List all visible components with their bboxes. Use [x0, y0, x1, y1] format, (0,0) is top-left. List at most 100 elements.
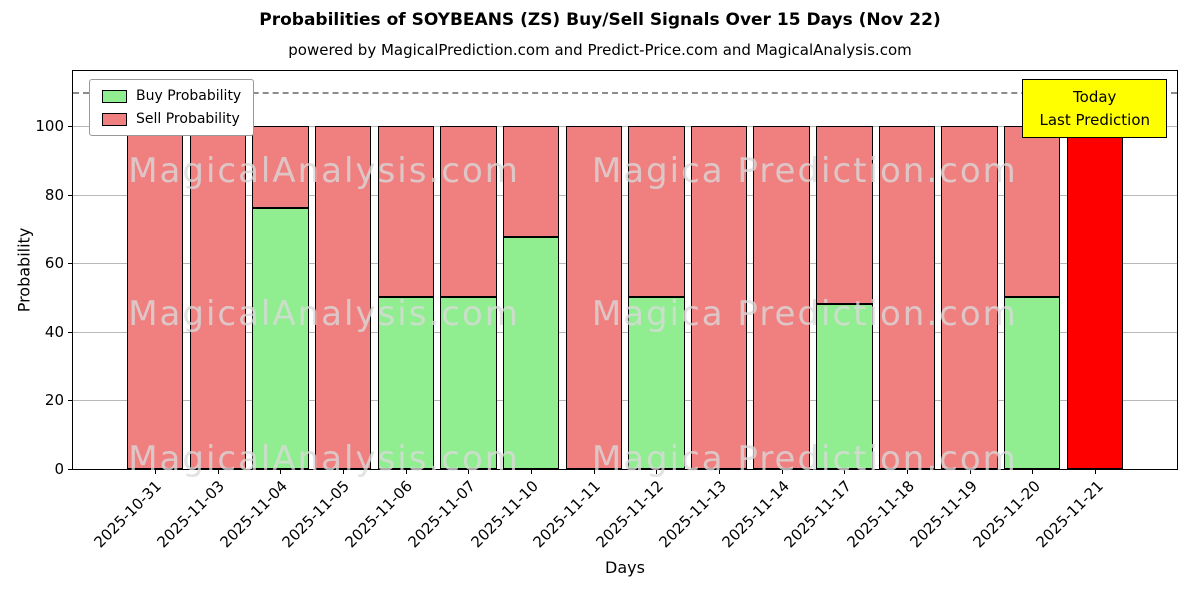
sell-bar-segment — [377, 125, 434, 298]
legend-swatch — [102, 89, 127, 103]
bars-layer — [124, 71, 1126, 469]
x-tick-label: 2025-11-06 — [341, 477, 417, 552]
buy-bar-segment — [816, 304, 873, 469]
bar-slot — [562, 71, 625, 469]
sell-bar-segment — [878, 125, 936, 469]
y-tick-mark — [68, 194, 73, 196]
buy-bar-segment — [502, 237, 560, 469]
bar — [126, 125, 184, 469]
y-tick-mark — [68, 400, 73, 402]
bar — [690, 125, 748, 469]
sell-bar-segment — [502, 125, 560, 238]
x-tick-mark — [280, 469, 282, 474]
gridline — [73, 194, 1177, 196]
x-tick-mark — [1094, 469, 1096, 474]
bar — [941, 125, 998, 469]
bar — [189, 125, 246, 469]
x-tick-label: 2025-11-18 — [843, 477, 919, 552]
bar-slot — [1001, 71, 1064, 469]
chart-title: Probabilities of SOYBEANS (ZS) Buy/Sell … — [259, 10, 941, 30]
today-label-line2: Last Prediction — [1039, 110, 1150, 129]
dashed-cutoff-line — [73, 91, 1177, 94]
x-tick-mark — [155, 469, 157, 474]
bar — [252, 125, 309, 469]
bar-slot — [500, 71, 563, 469]
x-tick-label: 2025-11-07 — [404, 477, 479, 552]
bar-slot — [688, 71, 751, 469]
legend-swatch — [102, 112, 127, 126]
x-tick-mark — [343, 469, 345, 474]
bar-slot — [124, 71, 187, 469]
y-tick-label: 0 — [54, 460, 64, 478]
legend-label: Sell Probability — [136, 111, 240, 127]
bar — [753, 125, 810, 469]
bar — [628, 125, 685, 469]
bar-slot — [876, 71, 939, 469]
bar — [377, 125, 434, 469]
x-tick-label: 2025-11-13 — [655, 477, 730, 552]
sell-bar-segment — [314, 125, 372, 469]
y-axis-label: Probability — [14, 227, 34, 313]
sell-bar-segment — [941, 125, 998, 469]
x-tick-mark — [781, 469, 783, 474]
bar-slot — [750, 71, 813, 469]
y-tick-mark — [68, 125, 73, 127]
bar — [440, 125, 497, 469]
y-tick-label: 60 — [44, 254, 64, 273]
today-label-box: Today Last Prediction — [1022, 79, 1167, 138]
x-tick-label: 2025-11-20 — [969, 477, 1044, 552]
sell-bar-segment — [1004, 125, 1061, 298]
x-tick-label: 2025-10-31 — [90, 477, 165, 552]
y-tick-label: 100 — [35, 116, 64, 135]
buy-bar-segment — [1004, 297, 1061, 469]
bar-slot — [312, 71, 375, 469]
legend-item: Buy Probability — [102, 88, 241, 104]
y-tick-mark — [68, 263, 73, 265]
x-tick-label: 2025-11-19 — [906, 477, 981, 552]
chart-subtitle: powered by MagicalPrediction.com and Pre… — [288, 41, 912, 59]
gridline — [73, 125, 1177, 127]
sell-bar-segment — [816, 125, 873, 305]
legend-label: Buy Probability — [136, 88, 242, 104]
buy-bar-segment — [252, 208, 309, 469]
x-tick-mark — [656, 469, 658, 474]
bar — [314, 125, 372, 469]
sell-bar-segment — [440, 125, 497, 298]
gridline — [73, 263, 1177, 265]
bar-slot — [374, 71, 437, 469]
sell-bar-segment — [126, 125, 184, 469]
bar — [1004, 125, 1061, 469]
bar-slot — [813, 71, 876, 469]
bar — [565, 125, 622, 469]
sell-bar-segment — [628, 125, 685, 298]
x-tick-label: 2025-11-12 — [592, 477, 668, 552]
buy-bar-segment — [628, 297, 685, 469]
buy-bar-segment — [440, 297, 497, 469]
gridline — [73, 400, 1177, 402]
x-tick-mark — [969, 469, 971, 474]
bar-slot — [186, 71, 249, 469]
x-tick-mark — [217, 469, 219, 474]
y-tick-mark — [68, 331, 73, 333]
bar — [816, 125, 873, 469]
sell-bar-segment — [690, 125, 748, 469]
bar-slot — [249, 71, 312, 469]
today-bar-segment — [1066, 125, 1124, 469]
y-tick-label: 80 — [44, 185, 64, 204]
bar — [1066, 125, 1124, 469]
sell-bar-segment — [252, 125, 309, 209]
bar-slot — [625, 71, 688, 469]
sell-bar-segment — [189, 125, 246, 469]
bar — [502, 125, 560, 469]
today-label-line1: Today — [1073, 88, 1117, 106]
y-tick-label: 40 — [44, 322, 64, 341]
plot-area: Buy Probability Sell Probability Today La… — [35, 70, 1178, 479]
legend-item: Sell Probability — [102, 111, 241, 127]
sell-bar-segment — [753, 125, 810, 469]
gridline — [73, 331, 1177, 333]
bar — [878, 125, 936, 469]
buy-bar-segment — [377, 297, 434, 469]
y-tick-mark — [68, 469, 73, 470]
x-tick-mark — [531, 469, 533, 474]
